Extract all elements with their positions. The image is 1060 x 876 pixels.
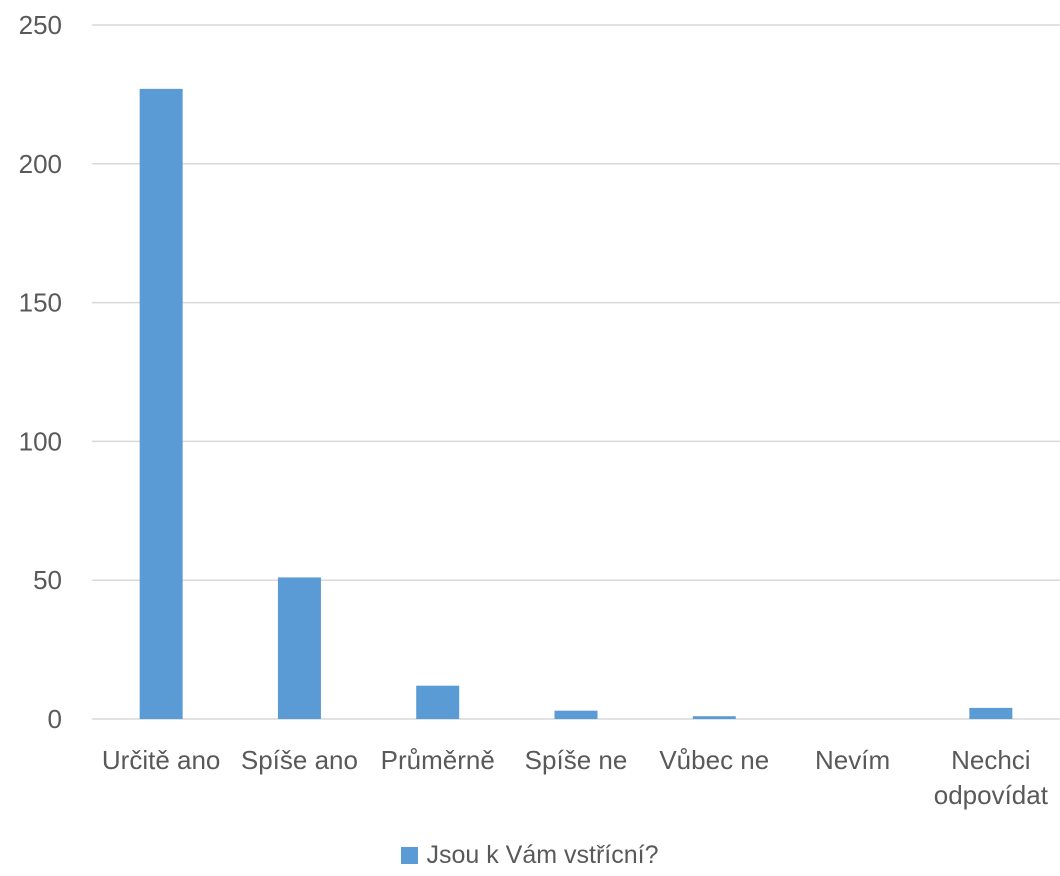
x-tick-label: Průměrně: [381, 745, 495, 775]
y-tick-label: 250: [19, 10, 62, 40]
y-tick-label: 200: [19, 149, 62, 179]
bar: [692, 716, 736, 719]
bar-chart: 0 50 100 150 200 250 Určitě ano Spíše ano Průmě…: [19, 10, 1060, 810]
y-tick-label: 150: [19, 288, 62, 318]
gridlines: [92, 24, 1060, 720]
x-tick-label: Nechci odpovídat: [934, 745, 1049, 810]
bar: [554, 710, 598, 719]
legend: Jsou k Vám vstřícní?: [0, 835, 1060, 875]
legend-swatch: [401, 846, 419, 864]
bar: [277, 577, 321, 719]
y-tick-label: 50: [33, 565, 62, 595]
x-axis-tick-labels: Určitě ano Spíše ano Průměrně Spíše ne Vůbec…: [102, 745, 1049, 810]
x-tick-label: Nevím: [815, 745, 890, 775]
y-tick-label: 100: [19, 426, 62, 456]
y-axis-tick-labels: 0 50 100 150 200 250: [19, 10, 62, 734]
legend-label: Jsou k Vám vstřícní?: [426, 840, 659, 869]
x-tick-label: Spíše ano: [241, 745, 358, 775]
y-tick-label: 0: [48, 704, 62, 734]
bar: [969, 707, 1013, 719]
x-tick-label: Vůbec ne: [659, 745, 769, 775]
bar: [416, 685, 460, 719]
x-tick-label: Určitě ano: [102, 745, 221, 775]
bar: [139, 88, 183, 719]
bars: [139, 88, 1013, 719]
x-tick-label: Spíše ne: [525, 745, 628, 775]
